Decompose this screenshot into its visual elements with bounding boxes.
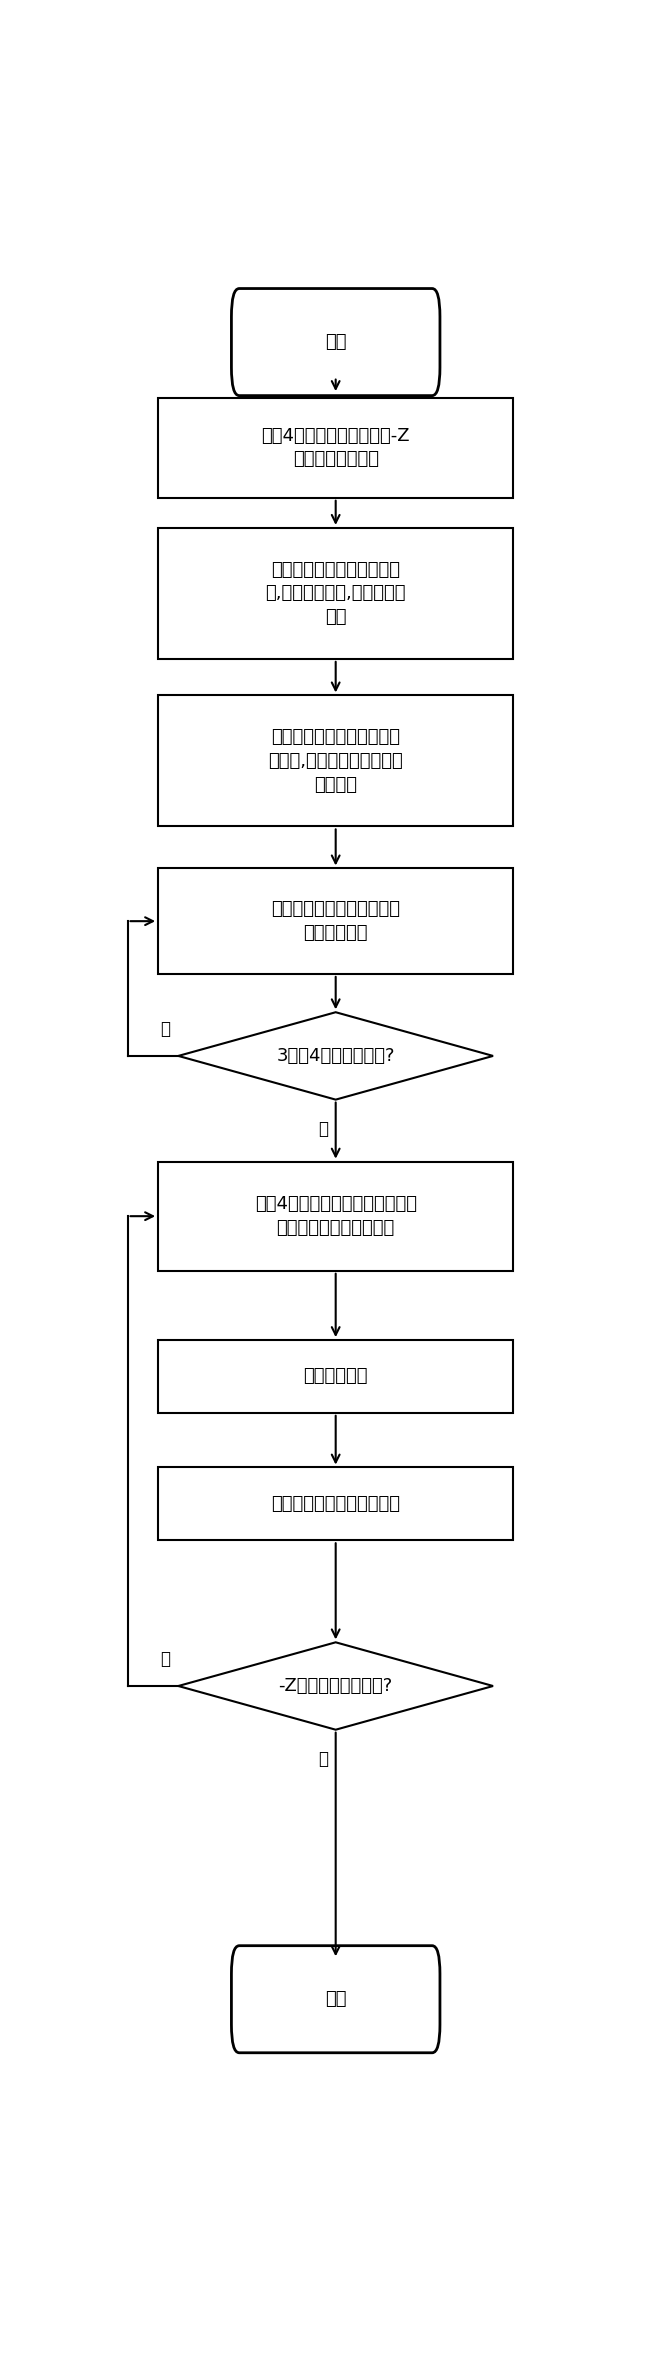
FancyBboxPatch shape (231, 289, 440, 395)
FancyBboxPatch shape (158, 527, 514, 660)
FancyBboxPatch shape (158, 868, 514, 974)
Text: 计算预估姿态: 计算预估姿态 (303, 1367, 368, 1386)
FancyBboxPatch shape (158, 397, 514, 497)
Polygon shape (178, 1641, 493, 1729)
Text: 否: 否 (160, 1651, 171, 1667)
Text: 是: 是 (318, 1750, 328, 1769)
FancyBboxPatch shape (158, 695, 514, 825)
Text: 确定施加在卫星上的控制量: 确定施加在卫星上的控制量 (271, 1495, 400, 1514)
Text: 开始: 开始 (325, 333, 346, 350)
FancyBboxPatch shape (158, 1161, 514, 1270)
Text: 是: 是 (318, 1119, 328, 1138)
Text: 布単4个太阳电池片与卫星-Z
面成一定几何关系: 布単4个太阳电池片与卫星-Z 面成一定几何关系 (261, 428, 410, 468)
Polygon shape (178, 1012, 493, 1100)
Text: 采集4个电池片电流信息，并利用
归一化电流计算实测姿态: 采集4个电池片电流信息，并利用 归一化电流计算实测姿态 (255, 1194, 417, 1237)
FancyBboxPatch shape (158, 1466, 514, 1540)
FancyBboxPatch shape (158, 1341, 514, 1412)
FancyBboxPatch shape (231, 1946, 440, 2053)
Text: 结束: 结束 (325, 1991, 346, 2008)
Text: 3个或4个电池片有效?: 3个或4个电池片有效? (276, 1048, 395, 1064)
Text: -Z轴对准太阳并跟踪?: -Z轴对准太阳并跟踪? (278, 1677, 393, 1696)
Text: 依据归一化电流最大値调整
卫星转动方向: 依据归一化电流最大値调整 卫星转动方向 (271, 901, 400, 941)
Text: 依据归一化电流确定初始搜
索方向,并控制卫星按照初始
方向转动: 依据归一化电流确定初始搜 索方向,并控制卫星按照初始 方向转动 (269, 728, 403, 795)
Text: 每个控制周期读取电池片电
流,并进行归一化,得到规一化
电流: 每个控制周期读取电池片电 流,并进行归一化,得到规一化 电流 (265, 561, 406, 627)
Text: 否: 否 (160, 1019, 171, 1038)
